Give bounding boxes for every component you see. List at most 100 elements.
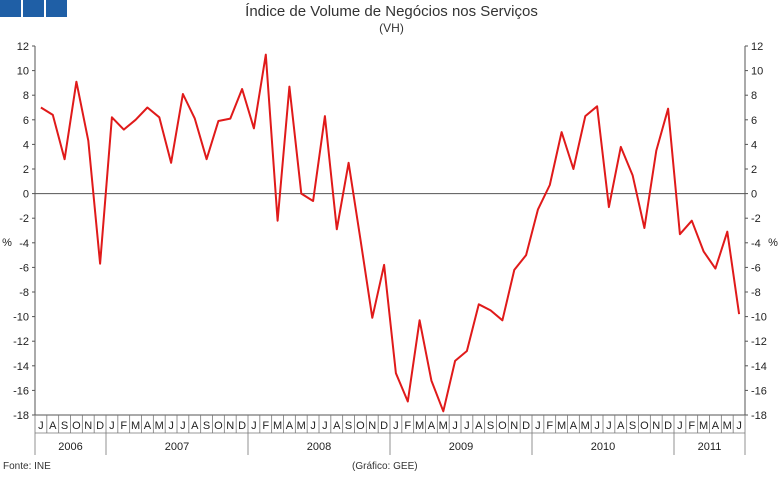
- month-label: J: [677, 420, 683, 432]
- month-label: A: [333, 420, 341, 432]
- y-tick-label-left: 0: [23, 189, 29, 201]
- month-label: D: [238, 420, 246, 432]
- month-label: O: [356, 420, 365, 432]
- month-label: D: [664, 420, 672, 432]
- source-note: Fonte: INE: [3, 461, 51, 472]
- month-label: S: [629, 420, 636, 432]
- month-label: J: [180, 420, 186, 432]
- month-label: M: [723, 420, 732, 432]
- y-tick-label-left: -2: [19, 213, 29, 225]
- month-label: F: [120, 420, 127, 432]
- month-label: J: [606, 420, 612, 432]
- y-axis-label-left: %: [2, 237, 12, 249]
- month-label: A: [286, 420, 294, 432]
- y-tick-label-right: 10: [751, 66, 763, 78]
- y-tick-label-right: 4: [751, 139, 757, 151]
- month-label: O: [640, 420, 649, 432]
- logo-square: [46, 0, 67, 17]
- month-label: J: [535, 420, 541, 432]
- month-label: F: [262, 420, 269, 432]
- y-tick-label-right: -14: [751, 361, 767, 373]
- year-label: 2010: [591, 441, 615, 453]
- y-tick-label-left: -10: [13, 312, 29, 324]
- month-label: J: [168, 420, 174, 432]
- y-tick-label-left: -6: [19, 262, 29, 274]
- month-label: A: [191, 420, 199, 432]
- month-label: D: [380, 420, 388, 432]
- y-tick-label-right: 6: [751, 115, 757, 127]
- month-label: J: [251, 420, 257, 432]
- month-label: D: [522, 420, 530, 432]
- y-tick-label-right: -10: [751, 312, 767, 324]
- month-label: N: [84, 420, 92, 432]
- y-tick-label-left: 2: [23, 164, 29, 176]
- month-label: D: [96, 420, 104, 432]
- month-label: J: [594, 420, 600, 432]
- y-tick-label-left: 10: [17, 66, 29, 78]
- month-label: F: [404, 420, 411, 432]
- month-label: O: [72, 420, 81, 432]
- chart-title: Índice de Volume de Negócios nos Serviço…: [245, 3, 538, 20]
- month-label: M: [699, 420, 708, 432]
- y-tick-label-left: 4: [23, 139, 29, 151]
- month-label: J: [322, 420, 328, 432]
- y-tick-label-left: -18: [13, 410, 29, 422]
- month-label: A: [144, 420, 152, 432]
- y-tick-label-left: -12: [13, 336, 29, 348]
- y-tick-label-right: -4: [751, 238, 761, 250]
- month-label: A: [428, 420, 436, 432]
- y-tick-label-right: 0: [751, 189, 757, 201]
- y-tick-label-right: -2: [751, 213, 761, 225]
- month-label: M: [439, 420, 448, 432]
- y-tick-label-left: 12: [17, 41, 29, 53]
- month-label: A: [570, 420, 578, 432]
- y-tick-label-right: -6: [751, 262, 761, 274]
- month-label: A: [475, 420, 483, 432]
- year-label: 2009: [449, 441, 473, 453]
- month-label: M: [155, 420, 164, 432]
- month-label: F: [688, 420, 695, 432]
- month-label: O: [498, 420, 507, 432]
- month-label: J: [310, 420, 316, 432]
- month-label: M: [415, 420, 424, 432]
- y-tick-label-right: -12: [751, 336, 767, 348]
- month-label: S: [203, 420, 210, 432]
- y-tick-label-right: 12: [751, 41, 763, 53]
- y-tick-label-right: -8: [751, 287, 761, 299]
- logo: [0, 0, 67, 17]
- month-label: M: [581, 420, 590, 432]
- logo-square: [0, 0, 21, 17]
- month-label: J: [109, 420, 115, 432]
- y-tick-label-left: -8: [19, 287, 29, 299]
- month-label: S: [345, 420, 352, 432]
- y-tick-label-left: 6: [23, 115, 29, 127]
- y-tick-label-left: -4: [19, 238, 29, 250]
- credit-note: (Gráfico: GEE): [352, 461, 418, 472]
- y-tick-label-right: -18: [751, 410, 767, 422]
- month-label: M: [273, 420, 282, 432]
- year-label: 2008: [307, 441, 331, 453]
- month-label: M: [131, 420, 140, 432]
- y-tick-label-right: 8: [751, 90, 757, 102]
- y-tick-label-right: 2: [751, 164, 757, 176]
- month-label: S: [61, 420, 68, 432]
- month-label: N: [652, 420, 660, 432]
- chart-subtitle: (VH): [379, 21, 404, 35]
- month-label: A: [617, 420, 625, 432]
- year-label: 2006: [58, 441, 82, 453]
- month-label: A: [712, 420, 720, 432]
- y-axis-label-right: %: [768, 237, 778, 249]
- month-label: J: [393, 420, 399, 432]
- y-tick-label-right: -16: [751, 385, 767, 397]
- y-tick-label-left: 8: [23, 90, 29, 102]
- year-label: 2007: [165, 441, 189, 453]
- month-label: N: [226, 420, 234, 432]
- month-label: O: [214, 420, 223, 432]
- y-tick-label-left: -14: [13, 361, 29, 373]
- month-label: A: [49, 420, 57, 432]
- y-tick-label-left: -16: [13, 385, 29, 397]
- logo-square: [23, 0, 44, 17]
- month-label: M: [557, 420, 566, 432]
- series-line: [40, 53, 741, 413]
